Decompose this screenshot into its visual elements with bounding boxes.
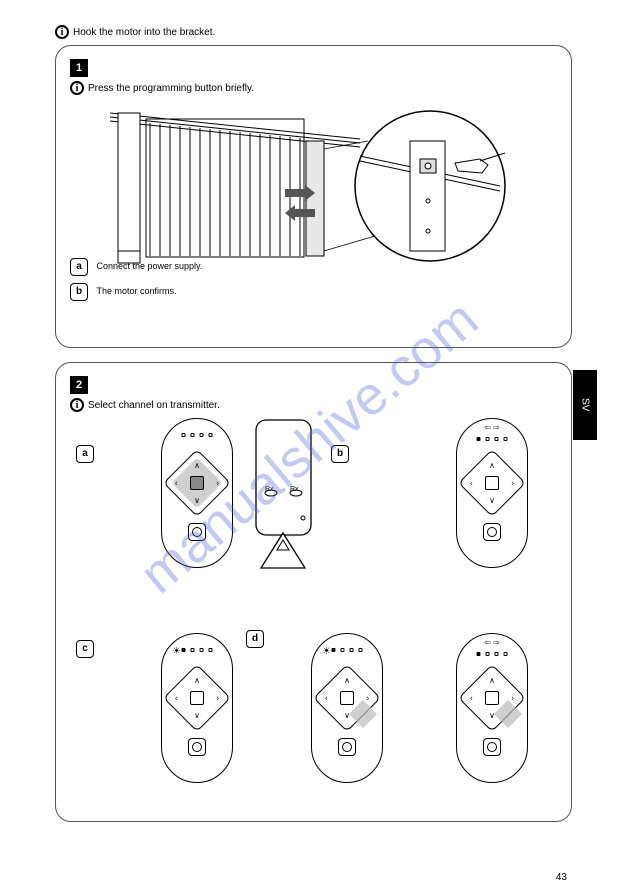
info-icon: i	[70, 81, 84, 95]
sub-step-b-2: b	[331, 443, 349, 463]
panel1-info-text: Press the programming button briefly.	[88, 83, 254, 94]
header-info-text: Hook the motor into the bracket.	[73, 27, 215, 38]
sub-step-b-row: b The motor confirms.	[70, 281, 176, 301]
remote-4: ☀ ∧ ∨ ‹ ›	[311, 633, 383, 783]
panel-step-1: 1 i Press the programming button briefly…	[55, 45, 572, 348]
rx-label-2: Rx	[290, 486, 299, 493]
info-icon: i	[55, 25, 69, 39]
sub-step-c: c	[76, 638, 94, 658]
arrows-icon: ⇦⇨	[484, 423, 499, 432]
page-content: i Hook the motor into the bracket. 1 i P…	[0, 0, 617, 866]
step-number-1: 1	[70, 59, 88, 77]
step-number-2: 2	[70, 376, 88, 394]
sun-icon: ☀	[322, 646, 331, 657]
panel2-info-text: Select channel on transmitter.	[88, 400, 220, 411]
receiver-unit: Rx Rx	[251, 418, 316, 578]
panel2-info: i Select channel on transmitter.	[70, 398, 557, 412]
info-icon: i	[70, 398, 84, 412]
remote-1: ∧ ∨ ‹ ›	[161, 418, 233, 568]
remote-2: ⇦⇨ ∧ ∨ ‹ ›	[456, 418, 528, 568]
sun-icon: ☀	[172, 646, 181, 657]
remote-5: ⇦⇨ ∧ ∨ ‹ ›	[456, 633, 528, 783]
sub-step-a-row: a Connect the power supply.	[70, 256, 202, 276]
sub-step-a: a	[70, 258, 88, 276]
rx-label-1: Rx	[265, 486, 274, 493]
panel-step-2: 2 i Select channel on transmitter. a ∧ ∨	[55, 362, 572, 822]
sub-step-b: b	[70, 283, 88, 301]
sub-step-a-2: a	[76, 443, 94, 463]
panel1-info: i Press the programming button briefly.	[70, 81, 557, 95]
header-info: i Hook the motor into the bracket.	[55, 25, 572, 39]
sub-step-d: d	[246, 628, 264, 648]
gate-diagram: a Connect the power supply. b The motor …	[70, 101, 557, 301]
remote-3: ☀ ∧ ∨ ‹ ›	[161, 633, 233, 783]
arrows-icon: ⇦⇨	[484, 638, 499, 647]
sub-b-text: The motor confirms.	[96, 286, 176, 296]
page-number: 43	[556, 872, 567, 883]
sub-a-text: Connect the power supply.	[96, 261, 202, 271]
